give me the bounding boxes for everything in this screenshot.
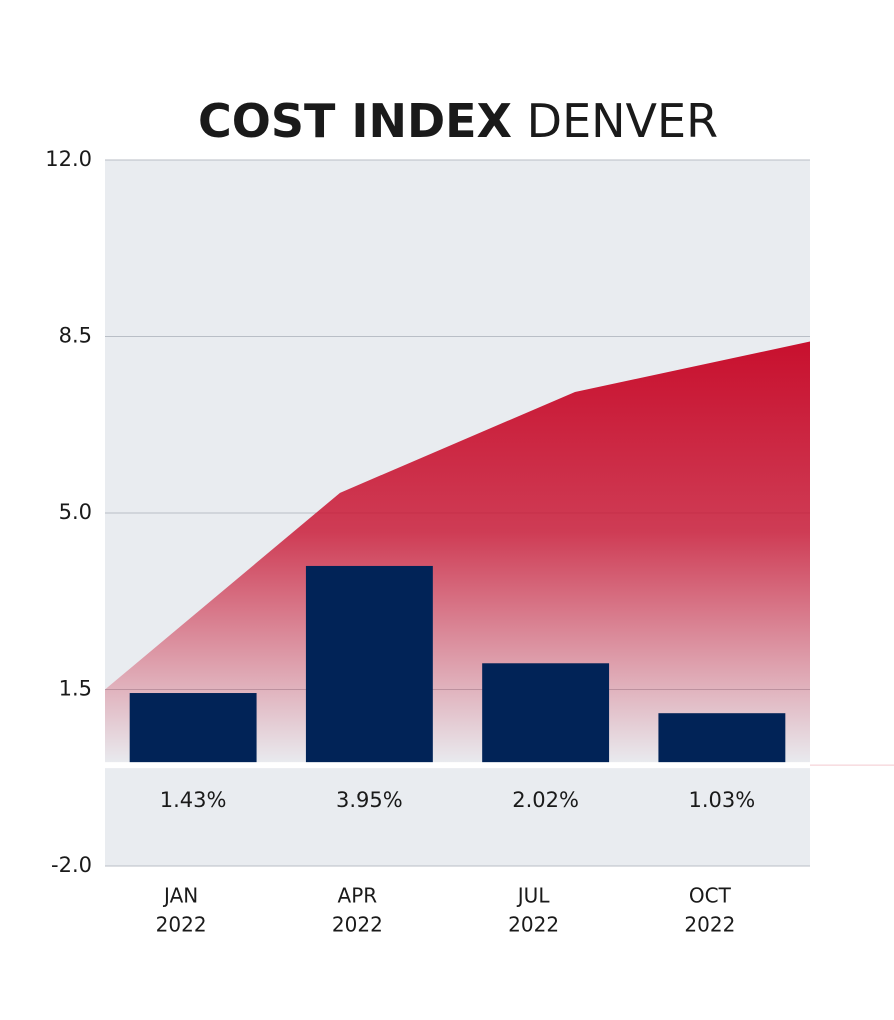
bar	[305, 565, 433, 763]
chart-title: COST INDEX DENVER	[198, 94, 718, 148]
value-label: 3.95%	[336, 788, 403, 812]
title-bold: COST INDEX	[198, 94, 512, 148]
x-tick-label: JAN	[162, 884, 198, 908]
value-label: 1.43%	[160, 788, 227, 812]
zero-strip	[105, 762, 810, 769]
value-label: 1.03%	[689, 788, 756, 812]
x-tick-year: 2022	[508, 913, 559, 937]
y-tick-label: 12.0	[45, 147, 92, 171]
value-label: 2.02%	[512, 788, 579, 812]
y-tick-label: -2.0	[51, 853, 92, 877]
x-tick-label: APR	[338, 884, 378, 908]
y-tick-label: 5.0	[59, 500, 92, 524]
y-tick-label: 8.5	[59, 324, 92, 348]
x-tick-label: JUL	[516, 884, 551, 908]
x-tick-year: 2022	[684, 913, 735, 937]
bar	[129, 693, 257, 763]
x-tick-year: 2022	[156, 913, 207, 937]
title-light: DENVER	[527, 94, 718, 148]
x-tick-label: OCT	[689, 884, 732, 908]
area	[105, 341, 810, 766]
x-tick-year: 2022	[332, 913, 383, 937]
y-tick-label: 1.5	[59, 677, 92, 701]
bar	[482, 663, 610, 763]
bar	[658, 713, 786, 763]
